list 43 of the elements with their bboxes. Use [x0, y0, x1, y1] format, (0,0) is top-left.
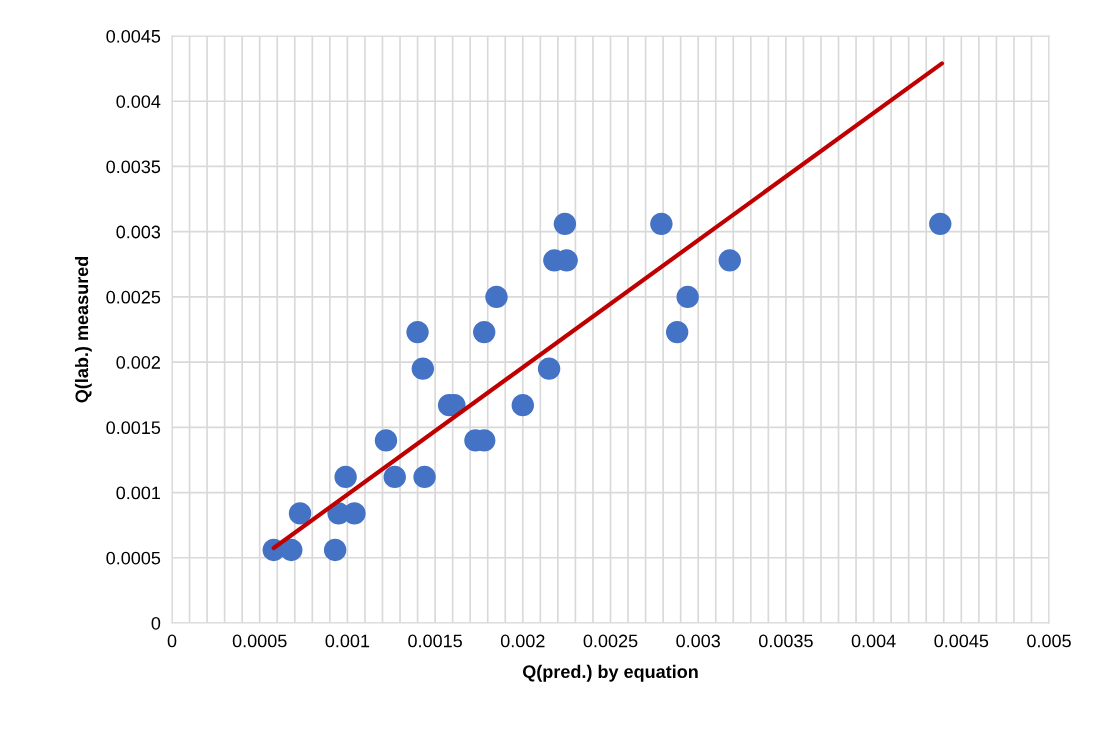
y-tick-label: 0.0025: [106, 290, 161, 304]
point: [676, 285, 699, 309]
y-tick-label: 0.004: [116, 95, 161, 108]
point: [665, 320, 689, 344]
point: [343, 502, 366, 525]
x-tick-label: 0.002: [500, 634, 545, 648]
point: [288, 502, 312, 525]
y-axis-title: Q(lab.) measured: [74, 256, 92, 403]
x-tick-label: 0.001: [325, 634, 370, 648]
point: [650, 212, 673, 236]
point: [383, 465, 406, 489]
y-tick-label: 0.0035: [106, 160, 161, 174]
point: [718, 249, 741, 272]
y-tick-label: 0.0015: [106, 421, 161, 435]
x-tick-label: 0.0045: [934, 634, 989, 648]
point: [413, 465, 436, 489]
point: [511, 393, 534, 417]
point: [929, 212, 952, 236]
point: [334, 465, 357, 489]
point: [473, 320, 496, 344]
x-tick-label: 0.0015: [408, 634, 462, 648]
x-tick-label: 0.003: [676, 634, 720, 648]
y-tick-label: 0: [151, 616, 161, 630]
y-tick-label: 0.003: [116, 225, 161, 239]
x-tick-label: 0.005: [1027, 634, 1071, 648]
point: [406, 320, 429, 344]
point: [537, 357, 561, 380]
x-tick-label: 0: [167, 634, 177, 648]
y-tick-label: 0.0045: [106, 29, 161, 43]
y-tick-label: 0.0005: [106, 551, 161, 565]
x-axis-title: Q(pred.) by equation: [522, 664, 698, 682]
x-tick-label: 0.004: [851, 634, 896, 648]
point: [280, 538, 303, 562]
point: [553, 212, 577, 236]
point: [411, 357, 435, 380]
x-tick-label: 0.0035: [759, 634, 813, 648]
y-tick-label: 0.001: [116, 486, 161, 500]
point: [323, 538, 347, 562]
x-tick-label: 0.0005: [232, 634, 287, 648]
x-tick-label: 0.0025: [583, 634, 638, 648]
y-tick-label: 0.002: [116, 356, 160, 369]
point: [374, 429, 398, 452]
point: [485, 285, 508, 309]
